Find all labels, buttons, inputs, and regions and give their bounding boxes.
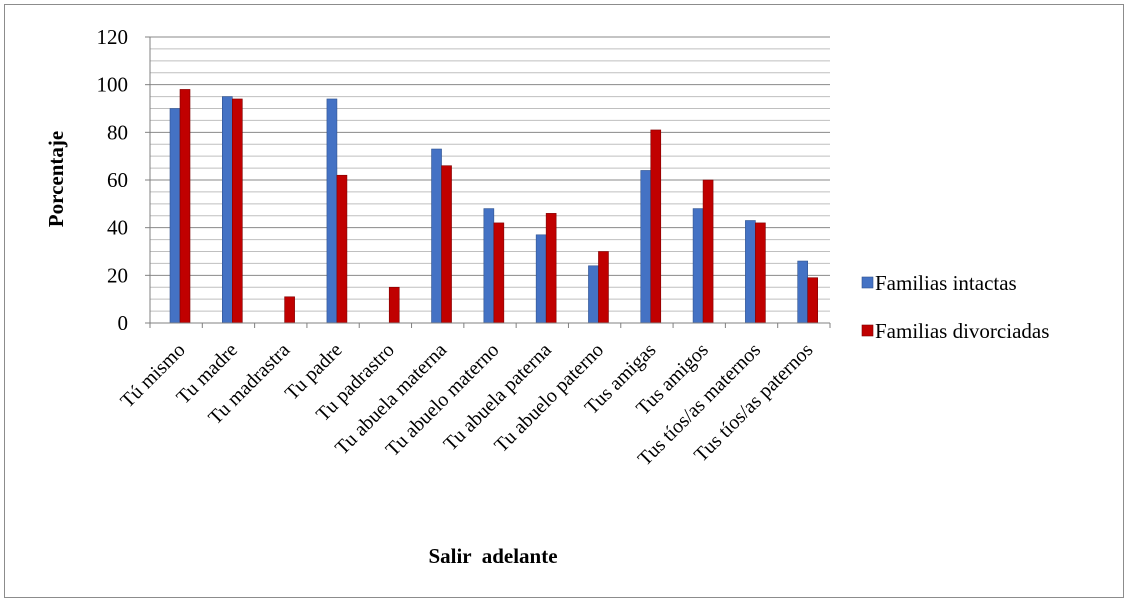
y-tick-label: 100 xyxy=(97,73,129,97)
y-tick-labels: 0 20 40 60 80 100 120 xyxy=(97,25,129,335)
bar-intactas xyxy=(692,208,704,324)
legend-label: Familias divorciadas xyxy=(875,319,1049,343)
bars xyxy=(169,89,818,324)
bar-intactas xyxy=(588,265,599,324)
y-tick-label: 20 xyxy=(107,263,128,287)
bar-divorciadas xyxy=(545,213,557,324)
chart-frame xyxy=(4,4,1124,598)
legend-swatch xyxy=(861,276,874,289)
x-tick-label: Tú mismo xyxy=(116,339,189,412)
y-tick-label: 80 xyxy=(107,120,128,144)
bar-intactas xyxy=(326,98,338,324)
bar-divorciadas xyxy=(232,98,243,324)
x-axis-title: Salir adelante xyxy=(428,544,557,568)
axes xyxy=(145,36,831,328)
bar-divorciadas xyxy=(702,179,714,324)
bar-intactas xyxy=(431,148,442,324)
gridlines xyxy=(150,36,830,312)
y-tick-label: 120 xyxy=(97,25,129,49)
legend: Familias intactas Familias divorciadas xyxy=(861,271,1049,343)
bar-divorciadas xyxy=(493,222,505,324)
bar-divorciadas xyxy=(650,129,662,324)
bar-intactas xyxy=(640,170,652,324)
y-tick-label: 0 xyxy=(118,311,129,335)
bar-divorciadas xyxy=(336,174,348,324)
bar-divorciadas xyxy=(179,89,191,324)
bar-divorciadas xyxy=(441,165,452,324)
bar-intactas xyxy=(483,208,495,324)
bar-divorciadas xyxy=(388,286,400,324)
bar-intactas xyxy=(745,220,756,324)
legend-swatch xyxy=(861,324,874,337)
bar-divorciadas xyxy=(284,296,295,324)
y-tick-label: 60 xyxy=(107,168,128,192)
bar-divorciadas xyxy=(598,251,609,324)
y-tick-label: 40 xyxy=(107,216,128,240)
legend-label: Familias intactas xyxy=(875,271,1017,295)
bar-intactas xyxy=(535,234,547,324)
bar-divorciadas xyxy=(755,222,766,324)
y-axis-title: Porcentaje xyxy=(44,131,68,227)
bar-intactas xyxy=(797,260,808,324)
bar-divorciadas xyxy=(807,277,818,324)
bar-intactas xyxy=(222,96,233,324)
bar-intactas xyxy=(169,108,181,324)
